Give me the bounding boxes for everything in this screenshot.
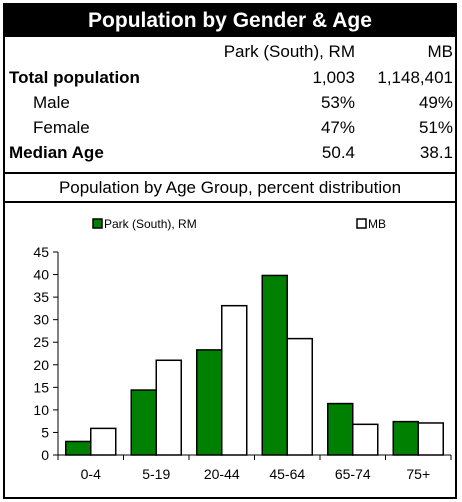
y-tick-label: 25	[33, 334, 49, 350]
y-tick-label: 10	[33, 402, 49, 418]
bar-mb	[90, 427, 117, 456]
age-group-chart: 0 5 10 15 20 25 30 35 40 45 0-4 5-19 20-44 45-64 65-74…	[33, 217, 452, 482]
y-tick-label: 40	[33, 267, 49, 283]
row-median-age: Median Age 50.4 38.1	[5, 140, 455, 165]
y-tick-label: 20	[33, 357, 49, 373]
y-tick-label: 30	[33, 312, 49, 328]
bar-park	[327, 402, 354, 456]
legend-label-park: Park (South), RM	[104, 217, 197, 231]
bar-mb	[155, 359, 182, 456]
cell-mb: 51%	[418, 118, 453, 137]
x-tick-label: 65-74	[335, 466, 371, 482]
bar-park	[130, 389, 157, 456]
x-tick-label: 5-19	[142, 466, 170, 482]
row-label: Total population	[9, 68, 140, 87]
cell-park: 53%	[320, 93, 355, 112]
divider	[5, 201, 455, 203]
row-female: Female 47% 51%	[5, 115, 455, 140]
y-tick-label: 15	[33, 379, 49, 395]
cell-mb: 38.1	[419, 143, 453, 162]
cell-park: 47%	[320, 118, 355, 137]
row-label: Median Age	[9, 143, 104, 162]
column-header-mb: MB	[427, 42, 454, 61]
cell-park: 50.4	[321, 143, 355, 162]
bar-mb	[221, 304, 248, 456]
cell-park: 1,003	[312, 68, 355, 87]
y-tick-label: 5	[41, 424, 49, 440]
x-tick-label: 20-44	[204, 466, 240, 482]
panel-title: Population by Gender & Age	[5, 5, 455, 37]
header-row: Park (South), RM MB	[5, 39, 455, 64]
row-label: Male	[33, 93, 70, 112]
divider	[5, 172, 455, 174]
bar-mb	[286, 337, 313, 456]
y-tick-label: 35	[33, 289, 49, 305]
bar-park	[65, 440, 92, 456]
legend-swatch-mb	[356, 218, 367, 229]
legend-swatch-park	[92, 218, 103, 229]
legend-label-mb: MB	[368, 217, 386, 231]
bar-park	[261, 274, 288, 456]
bar-mb	[352, 423, 379, 456]
x-tick-label: 45-64	[269, 466, 305, 482]
y-tick-label: 45	[33, 244, 49, 260]
bar-park	[196, 349, 223, 456]
cell-mb: 49%	[418, 93, 453, 112]
row-male: Male 53% 49%	[5, 90, 455, 115]
bar-park	[392, 420, 419, 456]
y-tick-label: 0	[41, 447, 49, 463]
cell-mb: 1,148,401	[377, 68, 453, 87]
bar-mb	[417, 422, 444, 456]
x-tick-label: 75+	[406, 466, 430, 482]
chart-heading: Population by Age Group, percent distrib…	[58, 178, 402, 197]
population-panel: Population by Gender & Age Park (South),…	[3, 3, 457, 499]
column-header-park: Park (South), RM	[223, 42, 355, 61]
row-label: Female	[33, 118, 90, 137]
x-tick-label: 0-4	[81, 466, 101, 482]
row-total-population: Total population 1,003 1,148,401	[5, 65, 455, 90]
